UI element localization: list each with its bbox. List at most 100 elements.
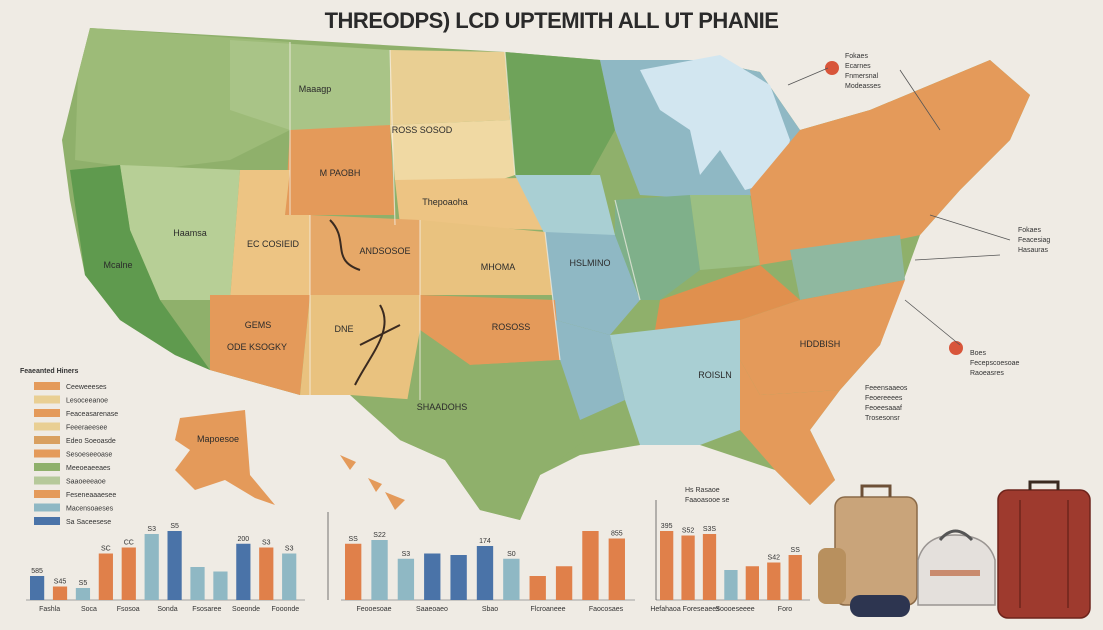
region-texas: [400, 330, 585, 520]
region-nebraska: [395, 178, 545, 230]
bar-value-label: S3: [402, 551, 411, 558]
legend-label: Feseneaaaesee: [66, 492, 116, 499]
legend-swatch: [34, 490, 60, 498]
bar: [259, 547, 274, 600]
legend-swatch: [34, 449, 60, 458]
bar-charts: 585 S45 S5 SC CC S3 S5 200 S3 S3 Fashla Soca Fsosoa S…: [26, 487, 810, 613]
bar: [767, 562, 781, 600]
region-illinois: [615, 195, 700, 300]
bar-category-label: Flcroaneee: [530, 606, 565, 613]
annotation-text: Boes: [970, 350, 986, 357]
state-label: ROISLN: [698, 370, 732, 380]
page-title: THREODPS) LCD UPTEMITH ALL UT PHANIE: [324, 8, 779, 33]
map-labels: Maaagp ROSS SOSOD M PAOBH Thepoaoha Haamsa EC…: [103, 84, 840, 444]
bar: [190, 567, 205, 600]
bar: [371, 540, 388, 600]
bar-value-label: 855: [611, 531, 623, 538]
bar: [282, 553, 297, 600]
region-kansas: [420, 220, 555, 295]
bar: [503, 558, 520, 600]
state-label: EC COSIEID: [247, 239, 300, 249]
bar: [144, 534, 159, 600]
bar-category-label: Soeonde: [232, 606, 260, 613]
legend: Feaeanted Hiners Ceeweeeses Lesoceeanoe Fea…: [20, 368, 118, 526]
legend-swatch: [34, 422, 60, 431]
backpack-tan: [834, 496, 918, 606]
state-label: Maaagp: [299, 84, 332, 94]
annotation-dot: [825, 61, 839, 75]
bar-value-label: SS: [791, 547, 801, 554]
annotation-text: Fecepscoesoae: [970, 360, 1020, 367]
bar: [608, 538, 625, 600]
bar-category-label: Sbao: [482, 606, 498, 613]
bar-value-label: 585: [31, 568, 43, 575]
region-missouri: [545, 232, 640, 335]
bar: [397, 558, 415, 600]
region-california: [70, 165, 210, 370]
legend-label: Sesoeseeoase: [66, 452, 112, 459]
bar-category-label: Fashla: [39, 606, 60, 613]
state-label: SHAADOHS: [417, 402, 468, 412]
bar: [476, 546, 494, 600]
region-utah: [230, 170, 310, 300]
bag-strap: [930, 570, 980, 576]
bar: [582, 531, 599, 600]
bar: [424, 553, 441, 600]
annotation-text: Feoereeees: [865, 395, 903, 402]
bar: [236, 543, 251, 600]
state-label: DNE: [334, 324, 353, 334]
legend-swatch: [34, 503, 60, 512]
region-minnesota: [505, 52, 615, 175]
suitcase-red: [997, 489, 1091, 619]
region-alaska: [175, 410, 275, 505]
pouch-navy: [850, 595, 910, 617]
state-label: ROSOSS: [492, 322, 531, 332]
bar-category-label: Saaeoaeo: [416, 606, 448, 613]
bar-category-label: Foro: [778, 606, 793, 613]
legend-label: Feeeraeesee: [66, 425, 107, 432]
state-label: HSLMINO: [569, 258, 610, 268]
legend-label: Macensoaeses: [66, 506, 114, 513]
bar: [75, 588, 91, 600]
annotation-text: Feeensaaeos: [865, 385, 908, 392]
bar: [745, 566, 759, 600]
annotation-text: Raoeasres: [970, 370, 1004, 377]
backpack-handle: [860, 484, 892, 497]
bar-value-label: SS: [349, 536, 359, 543]
bar: [660, 531, 674, 600]
bar-value-label: S52: [682, 528, 695, 535]
annotation-text: Trosesonsr: [865, 415, 900, 422]
legend-label: Sa Saceesese: [66, 519, 111, 526]
legend-label: Edeo Soeoasde: [66, 438, 116, 445]
leader-lines: [787, 67, 1011, 346]
bar: [213, 571, 228, 600]
region-iowa: [515, 175, 615, 235]
river-lines: [329, 219, 401, 386]
legend-swatch: [34, 395, 60, 404]
bar: [30, 576, 45, 600]
annotation-dot: [949, 341, 963, 355]
bar: [681, 535, 695, 600]
legend-swatch: [34, 382, 60, 390]
bar-value-label: S3S: [703, 526, 717, 533]
state-label: Mcalne: [103, 260, 132, 270]
region-indiana: [690, 195, 760, 270]
bar-annotation: Faaoasooe se: [685, 497, 729, 504]
bar-category-label: Soca: [81, 606, 97, 613]
bar-category-label: Soooeseeee: [715, 606, 754, 613]
annotation-text: Fokaes: [845, 53, 868, 60]
bar-annotation: Hs Rasaoe: [685, 487, 720, 494]
state-label: Haamsa: [173, 228, 207, 238]
region-ohio-east: [750, 60, 1030, 265]
legend-label: Meeoeaeeaes: [66, 465, 111, 472]
annotation-text: Feoeesaaaf: [865, 405, 902, 412]
region-virginia: [790, 235, 905, 300]
region-kentucky: [655, 265, 800, 330]
bar-value-label: CC: [124, 540, 134, 547]
state-label: GEMS: [245, 320, 272, 330]
region-south-dakota: [390, 120, 515, 180]
state-label: Mapoesoe: [197, 434, 239, 444]
state-label: ROSS SOSOD: [392, 125, 453, 135]
legend-label: Feaceasarenase: [66, 411, 118, 418]
bar-value-label: S42: [768, 555, 781, 562]
